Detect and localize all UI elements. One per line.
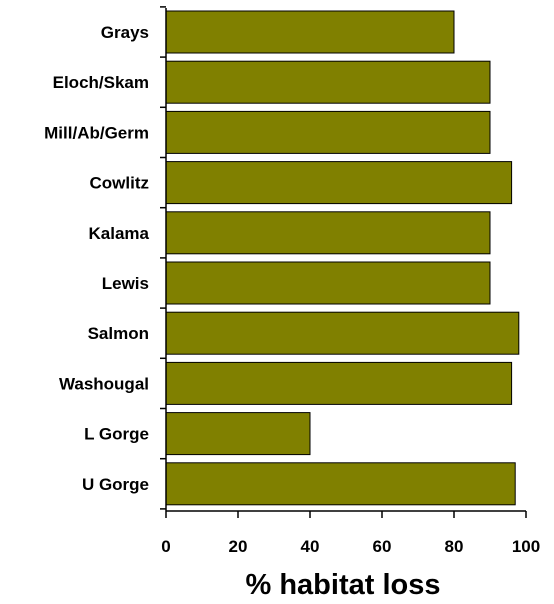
x-tick-label: 40 [301, 537, 320, 556]
category-label: U Gorge [82, 475, 149, 494]
bar [165, 261, 491, 305]
category-label: Eloch/Skam [53, 73, 149, 92]
x-tick-label: 100 [512, 537, 540, 556]
bar [165, 462, 516, 506]
bar [165, 110, 491, 154]
x-tick-label: 0 [161, 537, 170, 556]
x-tick-labels: 0 20 40 60 80 100 [161, 537, 540, 556]
bar [165, 412, 311, 456]
bar [165, 311, 520, 355]
x-axis-title: % habitat loss [246, 569, 441, 601]
category-label: Washougal [59, 374, 149, 393]
category-label: Kalama [89, 224, 150, 243]
bar [165, 161, 513, 205]
category-label: Lewis [102, 274, 149, 293]
y-axis-ticks [160, 6, 166, 510]
bar [165, 10, 455, 54]
bars [165, 10, 520, 506]
x-tick-label: 20 [229, 537, 248, 556]
category-label: Salmon [88, 324, 149, 343]
category-labels: Grays Eloch/Skam Mill/Ab/Germ Cowlitz Kalama… [44, 23, 149, 494]
category-label: Grays [101, 23, 149, 42]
category-label: L Gorge [84, 425, 149, 444]
category-label: Mill/Ab/Germ [44, 123, 149, 142]
category-label: Cowlitz [90, 174, 150, 193]
bar [165, 211, 491, 255]
x-tick-label: 80 [445, 537, 464, 556]
bar [165, 60, 491, 104]
bar [165, 361, 513, 405]
x-tick-label: 60 [373, 537, 392, 556]
x-axis-ticks [165, 511, 527, 518]
